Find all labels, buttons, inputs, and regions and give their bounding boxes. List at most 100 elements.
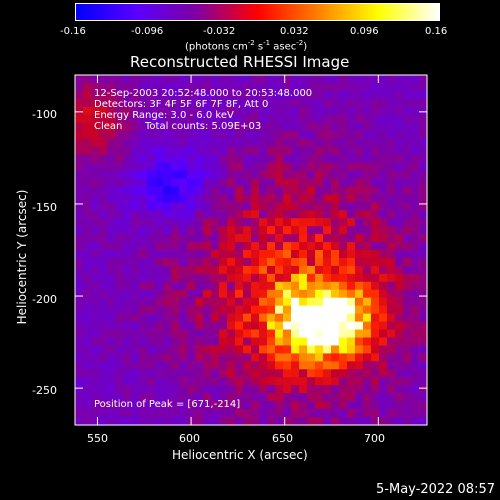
heatmap-cell	[363, 273, 372, 283]
heatmap-cell	[371, 154, 380, 164]
heatmap-cell	[419, 265, 428, 275]
heatmap-cell	[395, 273, 404, 283]
heatmap-cell	[235, 265, 244, 275]
heatmap-cell	[131, 345, 140, 354]
heatmap-cell	[403, 313, 412, 323]
heatmap-cell	[243, 393, 252, 402]
heatmap-cell	[251, 226, 260, 235]
heatmap-cell	[171, 218, 180, 227]
heatmap-cell	[139, 369, 148, 378]
heatmap-cell	[331, 114, 340, 124]
heatmap-cell	[251, 345, 260, 354]
heatmap-cell	[363, 337, 372, 347]
heatmap-cell	[235, 106, 244, 116]
heatmap-cell	[419, 281, 428, 291]
heatmap-cell	[291, 329, 300, 339]
heatmap-cell	[131, 234, 140, 243]
heatmap-cell	[163, 393, 172, 402]
heatmap-cell	[163, 218, 172, 227]
heatmap-cell	[147, 337, 156, 347]
heatmap-cell	[291, 82, 300, 92]
heatmap-cell	[179, 401, 188, 410]
heatmap-cell	[387, 353, 396, 362]
heatmap-cell	[347, 361, 356, 370]
heatmap-cell	[131, 417, 140, 426]
heatmap-cell	[227, 257, 236, 267]
heatmap-cell	[299, 146, 308, 156]
heatmap-cell	[395, 138, 404, 148]
heatmap-cell	[379, 369, 388, 378]
heatmap-cell	[347, 377, 356, 386]
heatmap-cell	[251, 401, 260, 410]
heatmap-cell	[259, 393, 268, 402]
heatmap-cell	[371, 401, 380, 410]
heatmap-cell	[179, 265, 188, 275]
heatmap-cell	[283, 281, 292, 291]
heatmap-cell	[403, 146, 412, 156]
heatmap-cell	[131, 250, 140, 259]
heatmap-cell	[219, 106, 228, 116]
heatmap-cell	[219, 289, 228, 299]
heatmap-cell	[419, 417, 428, 426]
heatmap-cell	[395, 369, 404, 378]
heatmap-cell	[291, 234, 300, 243]
heatmap-cell	[299, 130, 308, 140]
heatmap-cell	[307, 377, 316, 386]
heatmap-cell	[259, 257, 268, 267]
heatmap-cell	[299, 409, 308, 418]
heatmap-cell	[379, 377, 388, 386]
heatmap-cell	[307, 265, 316, 275]
heatmap-cell	[187, 98, 196, 108]
heatmap-cell	[123, 361, 132, 370]
heatmap-cell	[267, 98, 276, 108]
heatmap-cell	[211, 75, 220, 84]
heatmap-cell	[411, 377, 420, 386]
heatmap-cell	[155, 409, 164, 418]
heatmap-cell	[387, 257, 396, 267]
heatmap-cell	[307, 289, 316, 299]
heatmap-cell	[91, 106, 100, 116]
heatmap-cell	[211, 297, 220, 307]
heatmap-cell	[267, 337, 276, 347]
heatmap-cell	[419, 75, 428, 84]
heatmap-cell	[331, 385, 340, 394]
heatmap-cell	[419, 194, 428, 203]
heatmap-cell	[411, 146, 420, 156]
heatmap-cell	[347, 393, 356, 402]
heatmap-cell	[123, 417, 132, 426]
heatmap-cell	[155, 218, 164, 227]
heatmap-cell	[123, 321, 132, 331]
heatmap-cell	[339, 257, 348, 267]
heatmap-cell	[419, 170, 428, 179]
heatmap-cell	[403, 385, 412, 394]
heatmap-cell	[139, 130, 148, 140]
heatmap-cell	[131, 401, 140, 410]
heatmap-cell	[307, 345, 316, 354]
heatmap-cell	[419, 393, 428, 402]
heatmap-cell	[219, 377, 228, 386]
heatmap-cell	[379, 178, 388, 187]
heatmap-cell	[291, 106, 300, 116]
heatmap-cell	[299, 250, 308, 259]
heatmap-cell	[379, 361, 388, 370]
heatmap-cell	[299, 170, 308, 179]
heatmap-cell	[91, 369, 100, 378]
heatmap-cell	[107, 377, 116, 386]
heatmap-cell	[115, 186, 124, 195]
heatmap-cell	[371, 186, 380, 195]
heatmap-cell	[283, 210, 292, 219]
heatmap-cell	[331, 265, 340, 275]
heatmap-cell	[419, 146, 428, 156]
heatmap-cell	[307, 329, 316, 339]
heatmap-cell	[139, 353, 148, 362]
heatmap-cell	[219, 369, 228, 378]
heatmap-cell	[363, 130, 372, 140]
heatmap-cell	[75, 369, 84, 378]
heatmap-cell	[83, 234, 92, 243]
heatmap-cell	[227, 218, 236, 227]
heatmap-cell	[275, 154, 284, 164]
heatmap-cell	[419, 138, 428, 148]
heatmap-cell	[139, 218, 148, 227]
heatmap-cell	[235, 146, 244, 156]
heatmap-cell	[379, 114, 388, 124]
